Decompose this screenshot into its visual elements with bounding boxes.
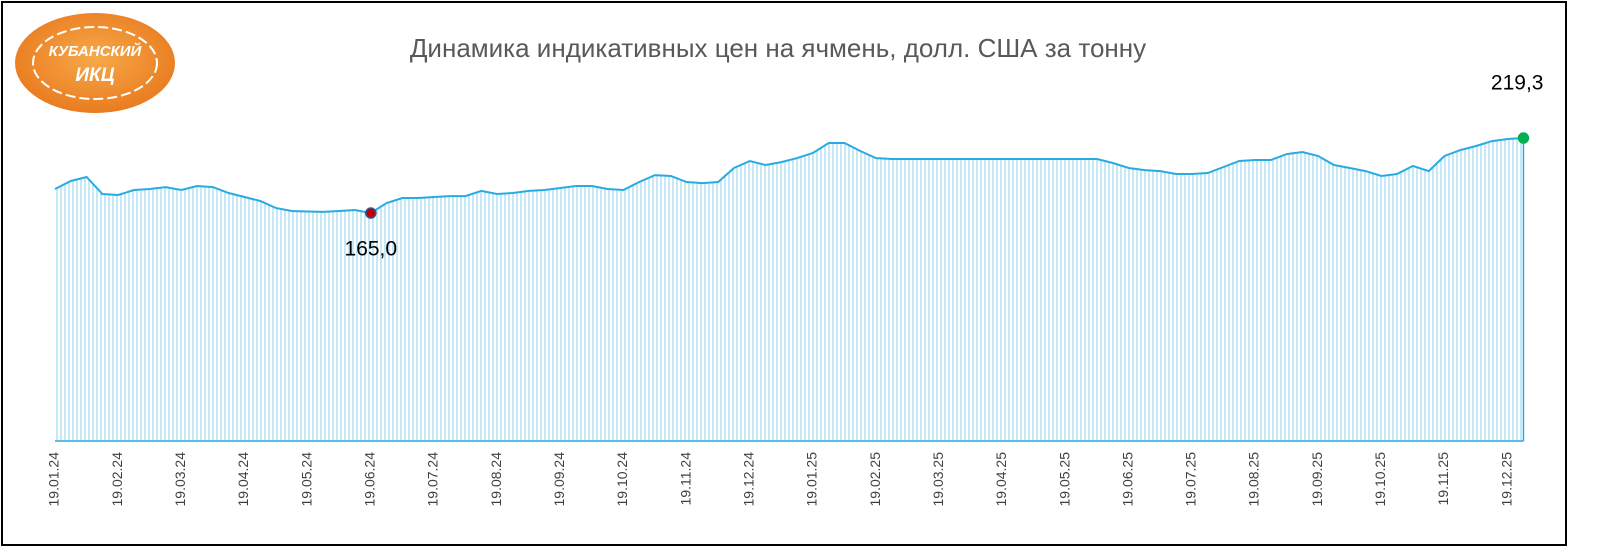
data-label: 165,0 bbox=[345, 238, 398, 261]
x-tick-label: 19.03.24 bbox=[172, 452, 188, 507]
x-tick-label: 19.04.24 bbox=[235, 452, 251, 507]
x-tick-label: 19.09.24 bbox=[551, 452, 567, 507]
logo-line: КУБАНСКИЙ bbox=[49, 42, 143, 60]
logo-emblem bbox=[15, 13, 175, 113]
point-marker bbox=[1517, 132, 1530, 144]
x-tick-label: 19.08.25 bbox=[1246, 452, 1262, 507]
logo-ring bbox=[32, 26, 158, 100]
logo: КУБАНСКИЙ ИКЦ bbox=[15, 13, 175, 113]
x-tick-label: 19.02.24 bbox=[109, 452, 125, 507]
x-tick-label: 19.02.25 bbox=[867, 452, 883, 507]
x-tick-label: 19.12.25 bbox=[1498, 452, 1514, 507]
x-tick-label: 19.03.25 bbox=[930, 452, 946, 507]
x-tick-label: 19.07.24 bbox=[425, 452, 441, 507]
x-tick-label: 19.08.24 bbox=[488, 452, 504, 507]
line bbox=[54, 137, 1524, 215]
x-tick-label: 19.11.24 bbox=[677, 452, 693, 506]
x-tick-label: 19.05.24 bbox=[298, 452, 314, 507]
x-tick-label: 19.01.25 bbox=[804, 452, 820, 507]
x-tick-label: 19.12.24 bbox=[740, 452, 756, 507]
logo-line: ИКЦ bbox=[75, 65, 114, 86]
x-tick-label: 19.06.24 bbox=[362, 452, 378, 507]
chart-title: Динамика индикативных цен на ячмень, дол… bbox=[410, 33, 1146, 63]
x-tick-label: 19.07.25 bbox=[1183, 452, 1199, 507]
x-tick-label: 19.05.25 bbox=[1056, 452, 1072, 507]
x-tick-label: 19.01.24 bbox=[46, 452, 62, 507]
x-tick-label: 19.10.24 bbox=[614, 452, 630, 507]
data-label: 219,3 bbox=[1491, 72, 1544, 95]
point-marker bbox=[365, 207, 377, 219]
x-tick-label: 19.06.25 bbox=[1119, 452, 1135, 507]
x-tick-label: 19.10.25 bbox=[1372, 452, 1388, 507]
area bbox=[55, 138, 1524, 441]
x-tick-label: 19.09.25 bbox=[1309, 452, 1325, 507]
x-tick-label: 19.11.25 bbox=[1435, 452, 1451, 506]
x-tick-label: 19.04.25 bbox=[993, 452, 1009, 507]
